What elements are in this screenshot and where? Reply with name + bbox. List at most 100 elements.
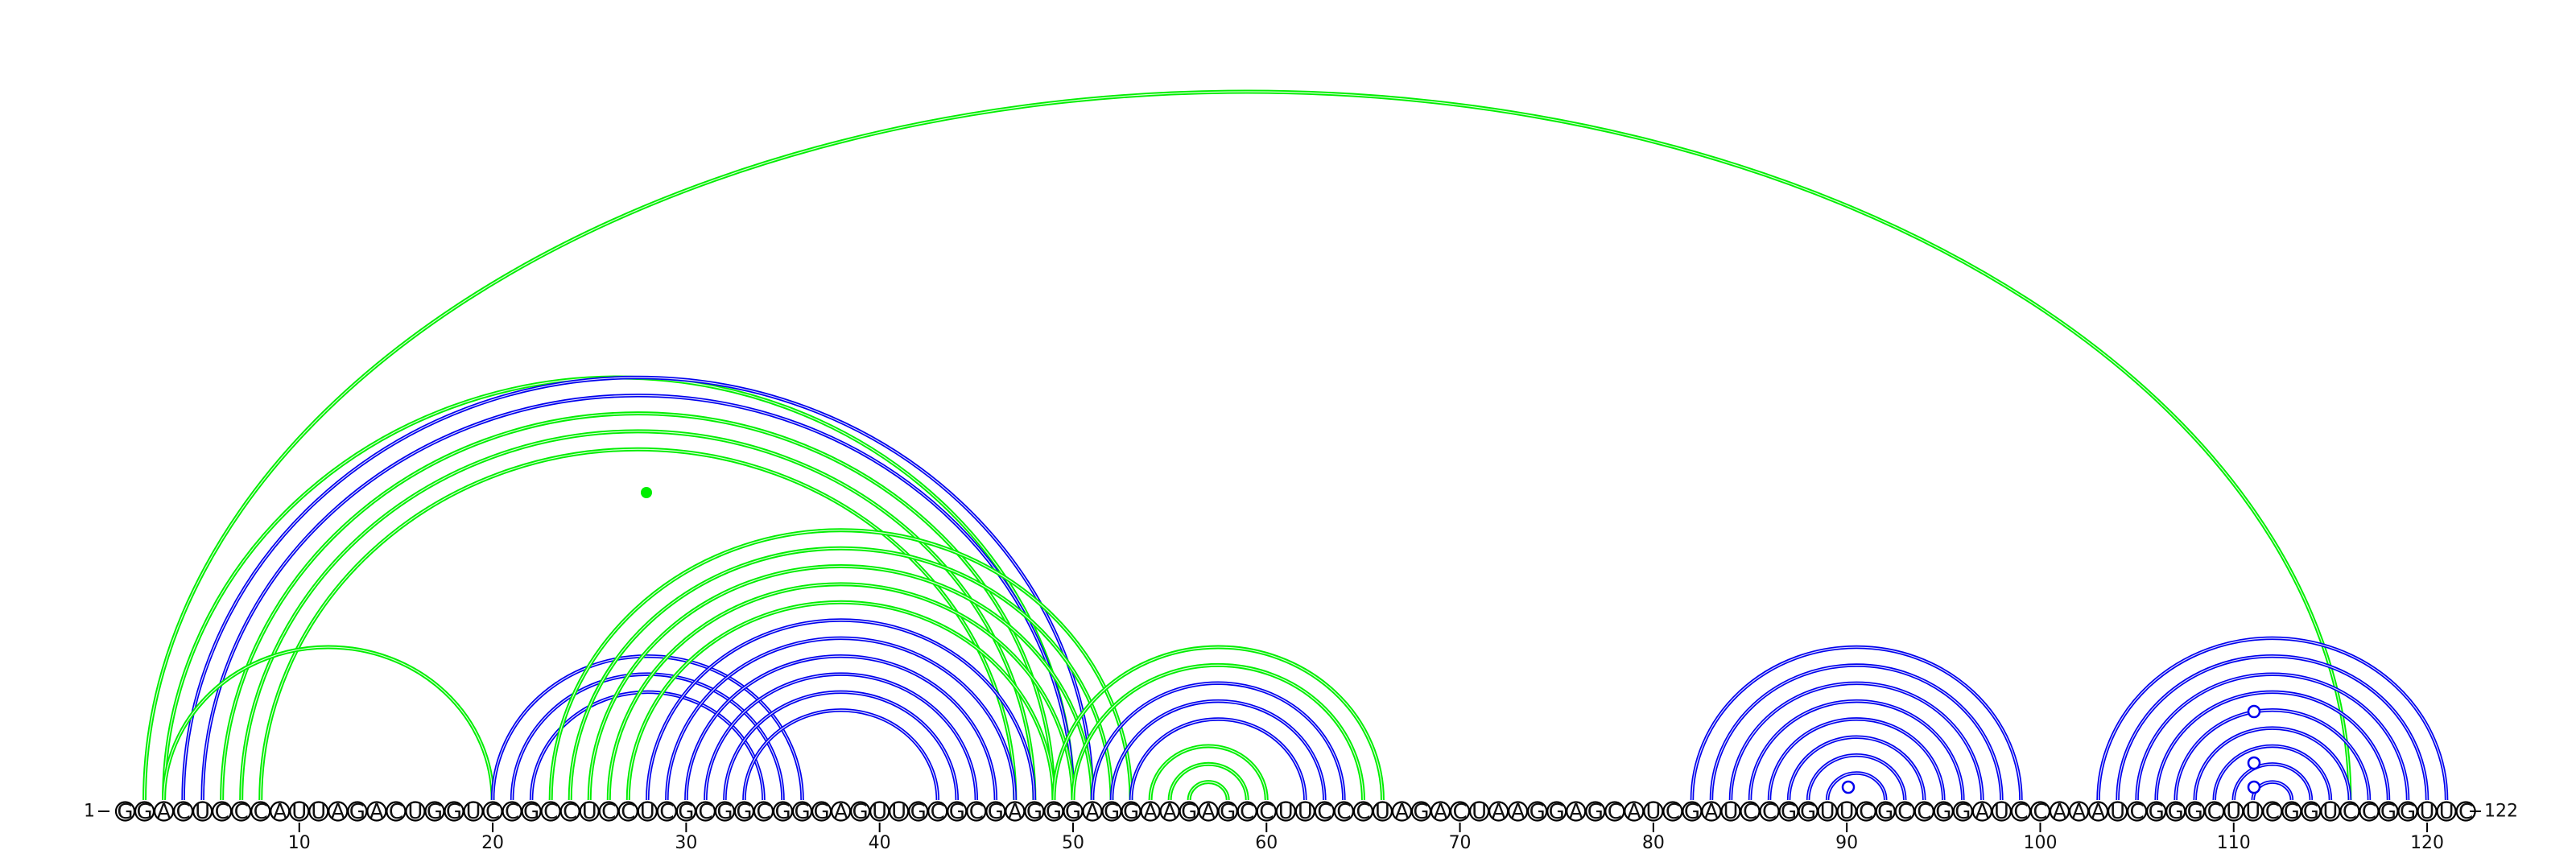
- nucleotide: C: [598, 800, 619, 824]
- blue-base-pair-arc-core: [2116, 655, 2428, 801]
- nucleotide-letter: U: [2245, 800, 2260, 824]
- blue-base-pair-arc-core: [2175, 709, 2370, 801]
- nucleotide-letter: G: [794, 800, 810, 824]
- green-base-pair-arc: [1051, 645, 1385, 801]
- nucleotide: C: [1856, 800, 1876, 824]
- nucleotide-letter: U: [891, 800, 906, 824]
- nucleotide: C: [1740, 800, 1761, 824]
- nucleotide-letter: C: [563, 800, 577, 824]
- nucleotide-letter: A: [1492, 800, 1506, 824]
- nucleotide-letter: G: [716, 800, 733, 824]
- blue-base-pair-arc-core: [2233, 763, 2312, 801]
- hairpin-marker: [2247, 704, 2261, 719]
- nucleotide: A: [1198, 800, 1219, 824]
- nucleotide-letter: G: [1549, 800, 1565, 824]
- nucleotide: G: [850, 800, 871, 824]
- nucleotide: G: [2165, 800, 2186, 824]
- nucleotide-letter: A: [1704, 800, 1719, 824]
- position-axis: 10 20 30 40 50 60 70 80 90 100 110 120: [288, 823, 2444, 853]
- nucleotide: C: [1662, 800, 1683, 824]
- nucleotide: C: [2204, 800, 2225, 824]
- nucleotide-letter: U: [2439, 800, 2454, 824]
- nucleotide: A: [1488, 800, 1509, 824]
- nucleotide: U: [637, 800, 658, 824]
- nucleotide-letter: C: [1859, 800, 1873, 824]
- nucleotide: C: [2010, 800, 2032, 824]
- nucleotide-letter: C: [931, 800, 945, 824]
- nucleotide: C: [656, 800, 677, 824]
- nucleotide-letter: A: [1434, 800, 1448, 824]
- blue-base-pair-arc: [2174, 708, 2372, 801]
- nucleotide: C: [540, 800, 561, 824]
- green-base-pair-arc-core: [1188, 782, 1228, 801]
- nucleotide-letter: U: [2110, 800, 2125, 824]
- nucleotide: C: [2359, 800, 2380, 824]
- blue-base-pair-arc-core: [2156, 691, 2389, 801]
- nucleotide: G: [791, 800, 813, 824]
- nucleotide-letter: A: [157, 800, 171, 824]
- nucleotide-letter: U: [195, 800, 210, 824]
- nucleotide: G: [347, 800, 368, 824]
- blue-base-pair-arc-core: [530, 691, 765, 801]
- nucleotide-letter: G: [427, 800, 443, 824]
- green-base-pair-arc-core: [627, 601, 1055, 801]
- base-pair-arcs: [142, 89, 2449, 801]
- nucleotide-letter: C: [1356, 800, 1370, 824]
- nucleotide: G: [1043, 800, 1064, 824]
- tick-label: 10: [288, 833, 311, 853]
- nucleotide: C: [1352, 800, 1374, 824]
- nucleotide-letter: C: [2362, 800, 2376, 824]
- nucleotide-letter: C: [1608, 800, 1622, 824]
- nucleotide-letter: G: [1026, 800, 1042, 824]
- green-base-pair-arc-core: [550, 530, 1132, 801]
- nucleotide-letter: G: [1530, 800, 1546, 824]
- nucleotide-letter: U: [1278, 800, 1294, 824]
- nucleotide-letter: A: [2053, 800, 2067, 824]
- green-base-pair-arc-core: [569, 547, 1113, 801]
- nucleotide: A: [831, 800, 852, 824]
- nucleotide-letter: A: [2091, 800, 2106, 824]
- start-position-label: 1: [84, 802, 95, 822]
- nucleotide-letter: G: [852, 800, 869, 824]
- nucleotide: U: [2417, 800, 2438, 824]
- nucleotide: G: [714, 800, 736, 824]
- nucleotide: A: [1430, 800, 1451, 824]
- blue-base-pair-arc-core: [2214, 745, 2331, 801]
- blue-base-pair-arc: [1825, 771, 1888, 801]
- nucleotide: G: [521, 800, 542, 824]
- nucleotide: U: [869, 800, 890, 824]
- tick-label: 100: [2023, 833, 2057, 853]
- nucleotide-letter: G: [2149, 800, 2165, 824]
- nucleotide: C: [966, 800, 987, 824]
- nucleotide-letter: G: [2187, 800, 2203, 824]
- green-base-pair-arc: [162, 645, 495, 801]
- nucleotide: C: [1894, 800, 1915, 824]
- nucleotide-letter: G: [814, 800, 830, 824]
- nucleotide-letter: A: [834, 800, 848, 824]
- nucleotide: A: [270, 800, 291, 824]
- nucleotide-letter: G: [2400, 800, 2416, 824]
- nucleotide: C: [2339, 800, 2360, 824]
- nucleotide-letter: G: [1104, 800, 1120, 824]
- nucleotide: A: [1005, 800, 1026, 824]
- nucleotide: C: [482, 800, 503, 824]
- nucleotide: C: [927, 800, 948, 824]
- nucleotide-letter: G: [910, 800, 927, 824]
- nucleotide: C: [250, 800, 271, 824]
- nucleotide-letter: U: [2226, 800, 2241, 824]
- nucleotide-letter: C: [254, 800, 268, 824]
- hairpin-marker: [2247, 756, 2261, 770]
- nucleotide: G: [1585, 800, 1606, 824]
- nucleotide: C: [2029, 800, 2051, 824]
- nucleotide-letter: G: [1065, 800, 1081, 824]
- nucleotide-letter: A: [1569, 800, 1583, 824]
- nucleotide-letter: C: [1317, 800, 1331, 824]
- nucleotide: G: [2146, 800, 2167, 824]
- blue-base-pair-arc-core: [202, 394, 1074, 801]
- blue-base-pair-arc: [1129, 717, 1307, 801]
- nucleotide: A: [366, 800, 387, 824]
- nucleotide: A: [1566, 800, 1587, 824]
- nucleotide: G: [1952, 800, 1973, 824]
- nucleotide: C: [1333, 800, 1354, 824]
